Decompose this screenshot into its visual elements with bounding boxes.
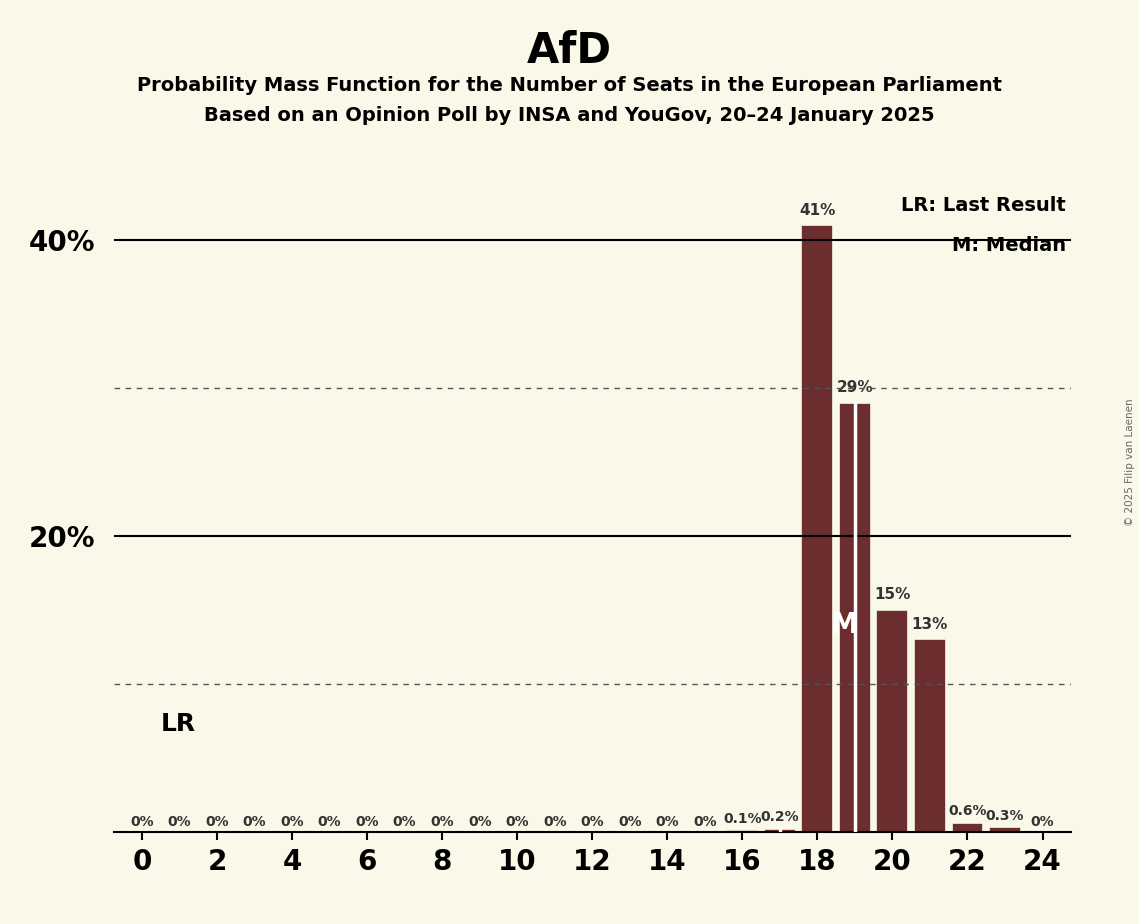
Text: 13%: 13% [912,617,948,632]
Text: 0%: 0% [543,815,566,830]
Text: 0.2%: 0.2% [761,810,800,824]
Text: AfD: AfD [527,30,612,71]
Text: 0%: 0% [205,815,229,830]
Bar [839,403,871,832]
Text: 0%: 0% [318,815,342,830]
Bar [951,822,983,832]
Text: 0%: 0% [693,815,716,830]
Text: 0.1%: 0.1% [723,811,762,826]
Bar [877,610,909,832]
Bar [727,830,759,832]
Text: M: M [830,611,858,638]
Text: 0%: 0% [618,815,641,830]
Text: 0%: 0% [280,815,304,830]
Bar [764,829,796,832]
Text: 0%: 0% [1031,815,1055,830]
Bar [913,639,945,832]
Text: 0%: 0% [431,815,454,830]
Bar [989,827,1021,832]
Text: 0%: 0% [581,815,604,830]
Text: 0%: 0% [468,815,492,830]
Text: 0%: 0% [393,815,417,830]
Text: LR: Last Result: LR: Last Result [901,196,1066,215]
Text: Based on an Opinion Poll by INSA and YouGov, 20–24 January 2025: Based on an Opinion Poll by INSA and You… [204,106,935,126]
Text: LR: LR [161,711,196,736]
Text: © 2025 Filip van Laenen: © 2025 Filip van Laenen [1125,398,1134,526]
Text: 0%: 0% [167,815,191,830]
Text: 0%: 0% [656,815,679,830]
Text: 41%: 41% [800,203,836,218]
Text: 0%: 0% [506,815,528,830]
Text: 0%: 0% [355,815,379,830]
Text: M: Median: M: Median [952,237,1066,255]
Text: 0.6%: 0.6% [949,804,986,819]
Text: 15%: 15% [875,588,910,602]
Text: Probability Mass Function for the Number of Seats in the European Parliament: Probability Mass Function for the Number… [137,76,1002,95]
Bar [802,225,834,832]
Text: 29%: 29% [837,381,874,395]
Text: 0%: 0% [130,815,154,830]
Text: 0%: 0% [243,815,267,830]
Text: 0.3%: 0.3% [985,808,1024,822]
